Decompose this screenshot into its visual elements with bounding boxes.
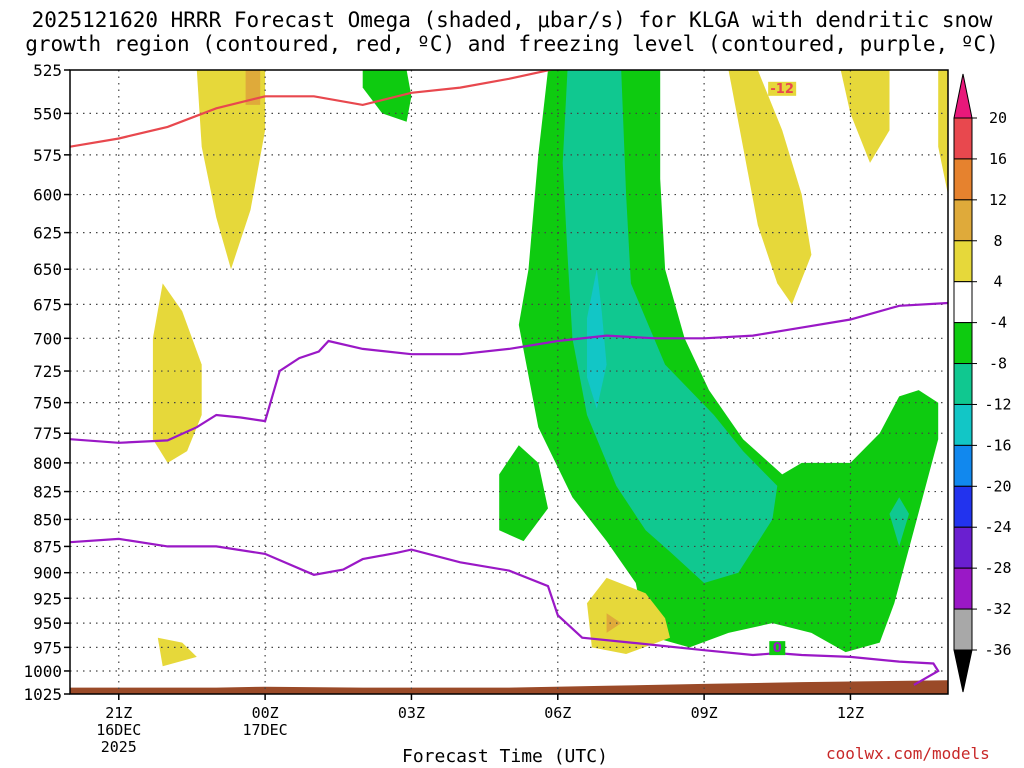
title-line-1: 2025121620 HRRR Forecast Omega (shaded, … xyxy=(31,8,993,32)
dgz-label-bg xyxy=(768,81,797,96)
colorbar-label-10: -24 xyxy=(984,518,1011,536)
y-tick-label-625: 625 xyxy=(33,224,62,243)
colorbar-label-4: 4 xyxy=(993,273,1002,291)
y-axis: 525 550 575 600 625 650 675 700 725 750 775 800 825 8… xyxy=(23,61,70,704)
colorbar-bin-4 xyxy=(953,281,973,324)
colorbar-bin-8 xyxy=(953,444,973,487)
colorbar-label-13: -36 xyxy=(984,641,1011,659)
y-tick-label-900: 900 xyxy=(33,564,62,583)
y-tick-label-925: 925 xyxy=(33,589,62,608)
dgz-contour-line xyxy=(70,70,555,148)
colorbar-under-triangle xyxy=(953,649,973,693)
colorbar-bin-11 xyxy=(953,567,973,610)
colorbar-bin-6 xyxy=(953,363,973,405)
dgz-contour-label: -12 xyxy=(770,82,794,97)
x-tick-label-3-0: 00Z xyxy=(252,704,279,722)
omega-region-rise-4 xyxy=(362,70,412,122)
colorbar-bin-5 xyxy=(953,322,973,365)
colorbar: 20 16 12 8 4 -4 -8 -12 -16 -20 -24 -28 -32 -36 xyxy=(953,73,1012,693)
y-tick-label-825: 825 xyxy=(33,483,62,502)
colorbar-bin-2 xyxy=(953,199,973,242)
plot-frame xyxy=(69,69,949,695)
y-tick-label-550: 550 xyxy=(33,104,62,123)
colorbar-bin-10 xyxy=(953,526,973,569)
omega-shading xyxy=(152,70,948,667)
y-tick-label-875: 875 xyxy=(33,537,62,556)
y-tick-label-800: 800 xyxy=(33,454,62,473)
credit-text: coolwx.com/models xyxy=(826,744,990,763)
omega-region-sink-5 xyxy=(152,283,202,463)
x-tick-label-0-1: 16DEC xyxy=(96,721,141,739)
freezing-level-line-upper xyxy=(70,301,948,444)
contour-lines xyxy=(70,70,948,686)
colorbar-bin-7 xyxy=(953,403,973,446)
colorbar-bin-0 xyxy=(953,117,973,160)
omega-region-sink-7 xyxy=(587,577,670,654)
y-tick-label-950: 950 xyxy=(33,614,62,633)
chart-title: 2025121620 HRRR Forecast Omega (shaded, … xyxy=(0,8,1024,56)
omega-region-sink-2 xyxy=(728,70,812,305)
omega-region-rise-5 xyxy=(499,445,548,542)
omega-region-sink-8 xyxy=(606,613,622,633)
y-tick-label-1000: 1000 xyxy=(23,662,62,681)
colorbar-label-0: 20 xyxy=(989,109,1007,127)
x-tick-label-9-0: 06Z xyxy=(544,704,571,722)
terrain xyxy=(70,680,948,694)
omega-region-sink-0 xyxy=(196,70,266,270)
colorbar-label-12: -32 xyxy=(984,600,1011,618)
freezing-level-line-lower xyxy=(70,537,940,686)
colorbar-bin-9 xyxy=(953,485,973,528)
freezing-label-bg xyxy=(769,641,786,656)
omega-region-rise-3 xyxy=(889,497,909,547)
y-tick-label-675: 675 xyxy=(33,295,62,314)
x-tick-label-12-0: 09Z xyxy=(691,704,718,722)
colorbar-bin-12 xyxy=(953,608,973,651)
colorbar-label-6: -8 xyxy=(989,355,1007,373)
colorbar-label-3: 8 xyxy=(993,232,1002,250)
colorbar-over-triangle xyxy=(953,73,973,119)
x-tick-label-0-0: 21Z xyxy=(105,704,132,722)
y-tick-label-850: 850 xyxy=(33,510,62,529)
y-tick-label-975: 975 xyxy=(33,638,62,657)
freezing-contour-label: 0 xyxy=(773,641,782,656)
colorbar-bin-3 xyxy=(953,240,973,283)
y-tick-label-775: 775 xyxy=(33,424,62,443)
gridlines xyxy=(70,70,948,694)
x-tick-label-3-1: 17DEC xyxy=(243,721,288,739)
colorbar-label-8: -16 xyxy=(984,436,1011,454)
y-tick-label-725: 725 xyxy=(33,362,62,381)
title-line-2: growth region (contoured, red, ºC) and f… xyxy=(25,32,999,56)
omega-region-sink-1 xyxy=(245,70,261,105)
y-tick-label-650: 650 xyxy=(33,260,62,279)
colorbar-label-7: -12 xyxy=(984,395,1011,413)
omega-region-sink-3 xyxy=(840,70,890,163)
colorbar-label-11: -28 xyxy=(984,559,1011,577)
y-tick-label-1025: 1025 xyxy=(23,685,62,704)
y-tick-label-700: 700 xyxy=(33,329,62,348)
omega-region-sink-6 xyxy=(157,637,197,667)
colorbar-bin-1 xyxy=(953,158,973,201)
y-tick-label-525: 525 xyxy=(33,61,62,80)
colorbar-label-2: 12 xyxy=(989,191,1007,209)
omega-region-rise-1 xyxy=(562,70,778,583)
y-tick-label-575: 575 xyxy=(33,146,62,165)
omega-region-rise-2 xyxy=(587,269,607,409)
x-axis-label: Forecast Time (UTC) xyxy=(402,746,608,767)
omega-region-sink-4 xyxy=(938,70,948,195)
y-tick-label-600: 600 xyxy=(33,186,62,205)
x-tick-label-15-0: 12Z xyxy=(837,704,864,722)
colorbar-label-9: -20 xyxy=(984,477,1011,495)
y-tick-label-750: 750 xyxy=(33,394,62,413)
colorbar-label-5: -4 xyxy=(989,314,1007,332)
colorbar-label-1: 16 xyxy=(989,150,1007,168)
x-tick-label-6-0: 03Z xyxy=(398,704,425,722)
terrain-fill xyxy=(70,680,948,694)
x-tick-label-0-2: 2025 xyxy=(101,738,137,756)
